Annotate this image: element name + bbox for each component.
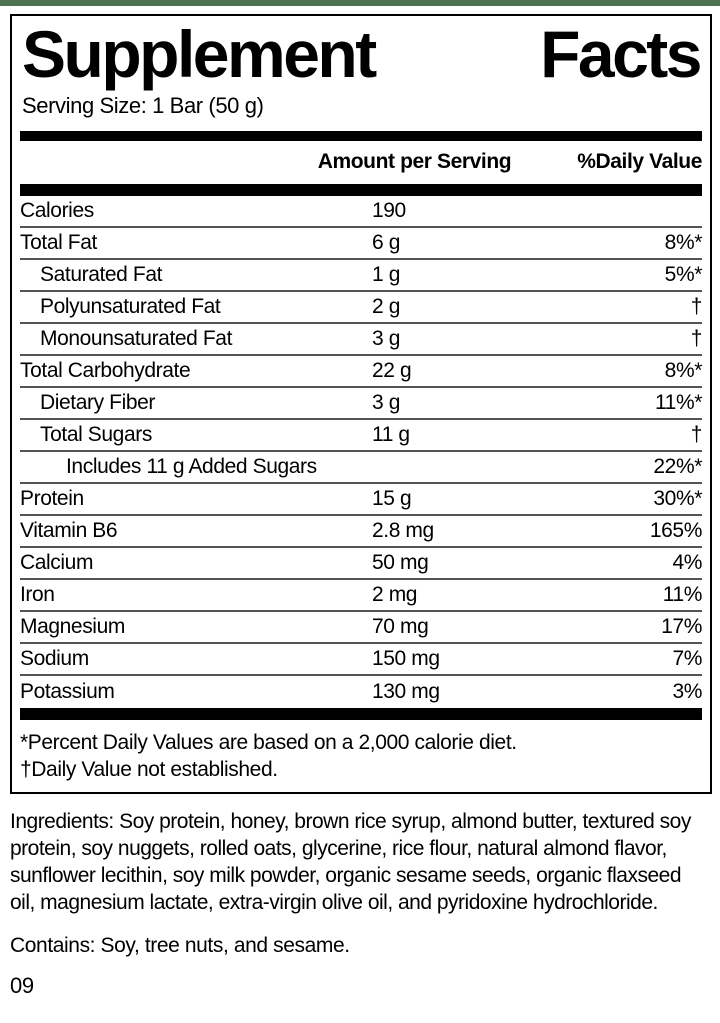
footnote-percent-daily-values: *Percent Daily Values are based on a 2,0… (20, 730, 517, 754)
nutrient-amount: 2.8 mg (372, 518, 434, 542)
nutrient-amount: 15 g (372, 486, 412, 510)
ingredients-text: Ingredients: Soy protein, honey, brown r… (10, 809, 691, 914)
nutrient-amount: 190 (372, 198, 406, 222)
nutrient-name: Potassium (20, 679, 115, 703)
nutrient-dv: 4% (672, 550, 702, 574)
table-row: Polyunsaturated Fat 2 g † (20, 292, 702, 324)
nutrient-name: Monounsaturated Fat (40, 326, 233, 350)
nutrient-amount: 11 g (372, 422, 410, 446)
nutrient-dv: 11%* (654, 390, 702, 414)
column-headers: Amount per Serving %Daily Value (20, 141, 703, 184)
nutrient-amount: 70 mg (372, 614, 429, 638)
nutrient-dv: 7% (672, 646, 702, 670)
nutrient-dv: 3% (672, 679, 702, 703)
nutrient-table: Calories 190 Total Fat 6 g 8%* Saturated… (20, 196, 702, 708)
nutrient-dv: 30%* (653, 486, 702, 510)
nutrient-name: Saturated Fat (40, 262, 163, 286)
nutrient-amount: 1 g (372, 262, 400, 286)
nutrient-amount: 3 g (372, 390, 400, 414)
nutrient-dv: † (690, 326, 703, 350)
nutrient-amount: 150 mg (372, 646, 440, 670)
table-row: Calcium 50 mg 4% (20, 548, 702, 580)
panel-title-word-supplement: Supplement (22, 17, 377, 91)
nutrient-name: Sodium (20, 646, 89, 670)
nutrient-name: Calories (20, 198, 94, 222)
column-header-daily-value: %Daily Value (577, 149, 702, 173)
panel-title-word-facts: Facts (540, 17, 702, 91)
table-row: Iron 2 mg 11% (20, 580, 702, 612)
nutrient-name: Calcium (20, 550, 94, 574)
nutrient-name: Total Carbohydrate (20, 358, 191, 382)
table-row: Dietary Fiber 3 g 11%* (20, 388, 702, 420)
divider-thick-top (20, 130, 702, 141)
nutrient-amount: 3 g (372, 326, 400, 350)
divider-thick-bottom (20, 707, 702, 720)
table-row: Protein 15 g 30%* (20, 484, 702, 516)
nutrient-dv: 5%* (664, 262, 703, 286)
table-row: Total Carbohydrate 22 g 8%* (20, 356, 702, 388)
contains-statement: Contains: Soy, tree nuts, and sesame. (10, 933, 350, 957)
nutrient-dv: 11% (662, 582, 703, 606)
nutrient-name: Total Fat (20, 230, 97, 254)
divider-thick-header (20, 183, 702, 196)
nutrient-dv: † (690, 422, 703, 446)
table-row: Sodium 150 mg 7% (20, 644, 702, 676)
nutrient-dv: 8%* (664, 230, 703, 254)
nutrient-amount: 130 mg (372, 679, 440, 703)
nutrient-dv: 22%* (653, 454, 702, 478)
table-row: Calories 190 (20, 196, 702, 228)
nutrient-amount: 6 g (372, 230, 400, 254)
nutrient-dv: 165% (649, 518, 703, 542)
nutrient-name: Magnesium (20, 614, 125, 638)
table-row: Saturated Fat 1 g 5%* (20, 260, 702, 292)
footnote-daily-value-not-established: †Daily Value not established. (20, 757, 278, 781)
column-header-amount: Amount per Serving (317, 149, 512, 173)
nutrient-name: Includes 11 g Added Sugars (66, 454, 317, 478)
nutrient-name: Polyunsaturated Fat (40, 294, 221, 318)
nutrient-amount: 2 g (372, 294, 400, 318)
table-row: Magnesium 70 mg 17% (20, 612, 702, 644)
table-row: Total Fat 6 g 8%* (20, 228, 702, 260)
supplement-facts-panel: Supplement Facts Serving Size: 1 Bar (50… (10, 14, 712, 794)
footer-code: 09 (10, 972, 34, 998)
nutrient-dv: 17% (661, 614, 702, 638)
footnotes: *Percent Daily Values are based on a 2,0… (20, 720, 702, 786)
nutrient-amount: 50 mg (372, 550, 429, 574)
nutrient-name: Iron (20, 582, 55, 606)
table-row: Potassium 130 mg 3% (20, 676, 702, 708)
table-row: Includes 11 g Added Sugars 22%* (20, 452, 702, 484)
table-row: Monounsaturated Fat 3 g † (20, 324, 702, 356)
table-row: Vitamin B6 2.8 mg 165% (20, 516, 702, 548)
table-row: Total Sugars 11 g † (20, 420, 702, 452)
nutrient-dv: 8%* (664, 358, 703, 382)
nutrient-name: Vitamin B6 (20, 518, 118, 542)
nutrient-amount: 22 g (372, 358, 412, 382)
serving-size: Serving Size: 1 Bar (50 g) (22, 92, 264, 118)
top-accent-bar (0, 0, 720, 6)
nutrient-name: Protein (20, 486, 84, 510)
panel-title: Supplement Facts (20, 16, 702, 89)
nutrient-name: Dietary Fiber (40, 390, 155, 414)
nutrient-dv: † (690, 294, 703, 318)
nutrient-amount: 2 mg (372, 582, 418, 606)
nutrient-name: Total Sugars (40, 422, 152, 446)
